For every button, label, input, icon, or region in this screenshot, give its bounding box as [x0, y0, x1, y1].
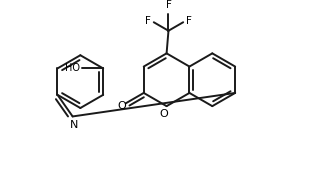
Text: F: F	[145, 16, 151, 26]
Text: N: N	[69, 120, 78, 130]
Text: F: F	[186, 16, 192, 26]
Text: O: O	[159, 109, 168, 119]
Text: F: F	[166, 0, 171, 10]
Text: HO: HO	[65, 64, 80, 73]
Text: O: O	[117, 101, 126, 111]
